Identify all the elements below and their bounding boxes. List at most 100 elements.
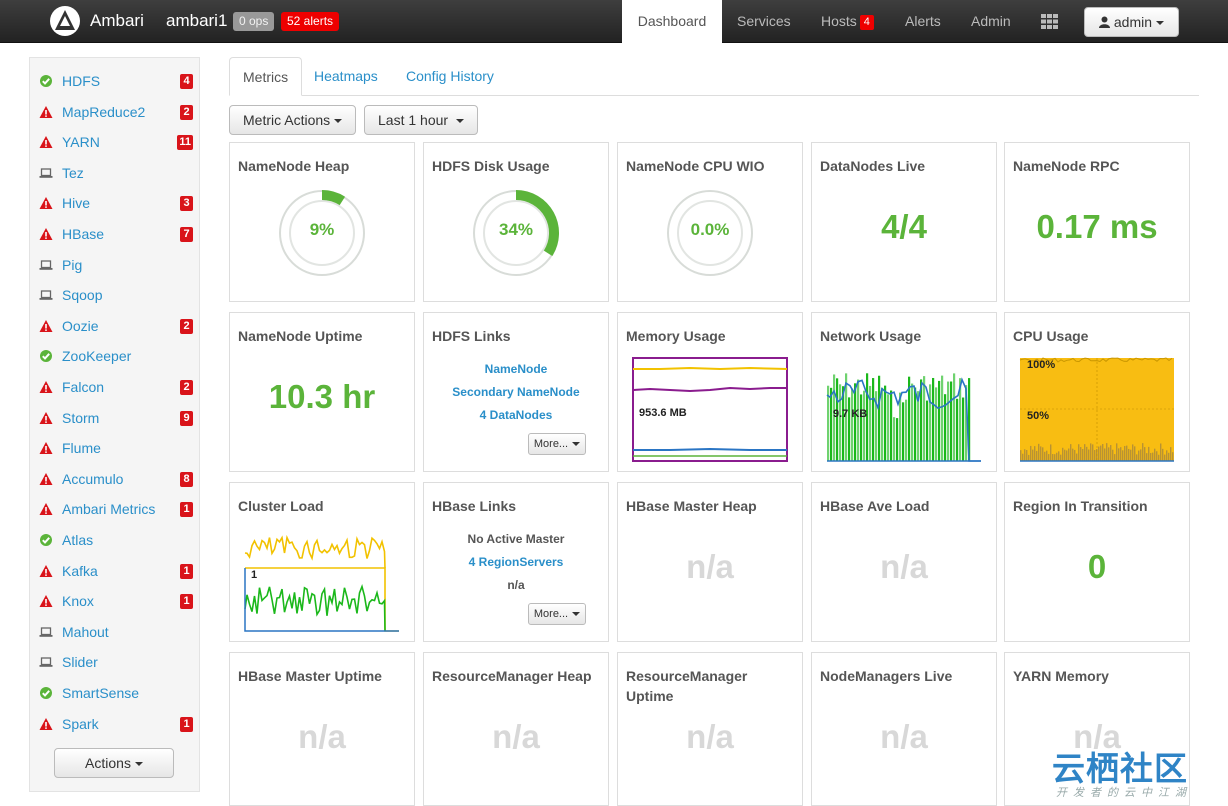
network-bar (965, 385, 968, 461)
sidebar-service-label: Mahout (62, 623, 109, 640)
nav-dashboard-label: Dashboard (637, 13, 707, 29)
time-range-button[interactable]: Last 1 hour (364, 105, 479, 135)
tab-config-history[interactable]: Config History (393, 57, 507, 96)
network-bar (896, 418, 899, 461)
network-bar (836, 378, 839, 461)
memory-used-line (632, 386, 787, 393)
cluster-name[interactable]: ambari1 (166, 11, 228, 30)
ops-badge[interactable]: 0 ops (233, 12, 275, 31)
hdfs-more-button[interactable]: More... (528, 433, 586, 455)
hbase-master-status: No Active Master (467, 532, 565, 546)
cpu-system-bar (1100, 445, 1102, 461)
widget-cpu-usage[interactable]: CPU Usage 100% 50% (1004, 312, 1190, 472)
widget-datanodes-live[interactable]: DataNodes Live 4/4 (811, 142, 997, 302)
sidebar-service-mahout[interactable]: Mahout (30, 617, 199, 647)
metric-actions-button[interactable]: Metric Actions (229, 105, 357, 135)
alerts-badge[interactable]: 52 alerts (281, 12, 340, 31)
tab-heatmaps[interactable]: Heatmaps (301, 57, 391, 96)
sidebar-service-knox[interactable]: Knox 1 (30, 586, 199, 616)
sidebar-service-smartsense[interactable]: SmartSense (30, 678, 199, 708)
widget-hdfs-links[interactable]: HDFS Links NameNode Secondary NameNode 4… (423, 312, 609, 472)
network-bar (899, 392, 902, 461)
tab-metrics[interactable]: Metrics (229, 57, 303, 96)
cpu-system-bar (1078, 444, 1080, 461)
cpu-system-bar (1040, 446, 1042, 461)
nav-alerts[interactable]: Alerts (890, 0, 956, 43)
datanodes-link[interactable]: 4 DataNodes (479, 408, 553, 422)
sidebar-service-falcon[interactable]: Falcon 2 (30, 372, 199, 402)
memory-buffer-line (633, 447, 787, 451)
widget-namenode-rpc[interactable]: NameNode RPC 0.17 ms (1004, 142, 1190, 302)
widget-title: HDFS Links (432, 328, 511, 344)
widget-hdfs-disk-usage[interactable]: HDFS Disk Usage 34% (423, 142, 609, 302)
sidebar-service-mapreduce2[interactable]: MapReduce2 2 (30, 97, 199, 127)
sidebar-service-ambari-metrics[interactable]: Ambari Metrics 1 (30, 494, 199, 524)
nav-services[interactable]: Services (722, 0, 806, 43)
widget-namenode-cpu-wio[interactable]: NameNode CPU WIO 0.0% (617, 142, 803, 302)
laptop-icon (39, 655, 53, 669)
nav-hosts[interactable]: Hosts 4 (806, 0, 889, 43)
chevron-down-icon (572, 612, 581, 617)
widget-hbase-links[interactable]: HBase Links No Active Master 4 RegionSer… (423, 482, 609, 642)
sidebar-service-zookeeper[interactable]: ZooKeeper (30, 341, 199, 371)
brand-name[interactable]: Ambari (90, 11, 144, 30)
tab-metrics-label: Metrics (243, 69, 289, 85)
cpu-system-bar (1144, 447, 1146, 461)
namenode-link[interactable]: NameNode (484, 362, 548, 376)
sidebar-service-hbase[interactable]: HBase 7 (30, 219, 199, 249)
sidebar-service-label: MapReduce2 (62, 103, 146, 120)
sidebar-service-flume[interactable]: Flume (30, 433, 199, 463)
sidebar-service-label: HDFS (62, 73, 101, 89)
widget-namenode-uptime[interactable]: NameNode Uptime 10.3 hr (229, 312, 415, 472)
sidebar-service-atlas[interactable]: Atlas (30, 525, 199, 555)
widget-title: NameNode RPC (1013, 158, 1120, 174)
hbase-ave-load-value: n/a (880, 548, 928, 585)
sidebar-service-sqoop[interactable]: Sqoop (30, 280, 199, 310)
warning-triangle-icon (39, 564, 53, 578)
widget-nodemanagers-live[interactable]: NodeManagers Live n/a (811, 652, 997, 806)
cpu-system-bar (1110, 445, 1112, 461)
sidebar-service-spark[interactable]: Spark 1 (30, 709, 199, 739)
nav-dashboard[interactable]: Dashboard (622, 0, 722, 43)
chevron-down-icon (334, 119, 343, 124)
cpu-system-bar (1122, 450, 1124, 461)
cluster-load-axis (244, 568, 399, 632)
sidebar-service-pig[interactable]: Pig (30, 250, 199, 280)
network-bar (932, 377, 935, 461)
widget-resourcemanager-uptime[interactable]: ResourceManager Uptime n/a (617, 652, 803, 806)
user-menu-button[interactable]: admin (1084, 7, 1179, 37)
widget-cluster-load[interactable]: Cluster Load 1 (229, 482, 415, 642)
sidebar-service-kafka[interactable]: Kafka 1 (30, 556, 199, 586)
widget-hbase-master-heap[interactable]: HBase Master Heap n/a (617, 482, 803, 642)
widget-hbase-ave-load[interactable]: HBase Ave Load n/a (811, 482, 997, 642)
tab-config-history-label: Config History (406, 68, 494, 84)
widget-yarn-memory[interactable]: YARN Memory n/a (1004, 652, 1190, 806)
network-bar (917, 391, 920, 461)
sidebar-service-yarn[interactable]: YARN 11 (30, 127, 199, 157)
secondary-namenode-link[interactable]: Secondary NameNode (452, 385, 580, 399)
cpu-system-bar (1152, 452, 1154, 461)
nav-admin[interactable]: Admin (956, 0, 1026, 43)
check-circle-icon (39, 533, 53, 547)
hbase-more-button[interactable]: More... (528, 603, 586, 625)
sidebar-service-oozie[interactable]: Oozie 2 (30, 311, 199, 341)
widget-memory-usage[interactable]: Memory Usage 953.6 MB (617, 312, 803, 472)
widget-namenode-heap[interactable]: NameNode Heap 9% (229, 142, 415, 302)
sidebar-service-tez[interactable]: Tez (30, 158, 199, 188)
sidebar-service-slider[interactable]: Slider (30, 647, 199, 677)
widget-resourcemanager-heap[interactable]: ResourceManager Heap n/a (423, 652, 609, 806)
sidebar-service-hdfs[interactable]: HDFS 4 (30, 66, 199, 96)
widget-hbase-master-uptime[interactable]: HBase Master Uptime n/a (229, 652, 415, 806)
widget-region-in-transition[interactable]: Region In Transition 0 (1004, 482, 1190, 642)
widget-network-usage[interactable]: Network Usage 9.7 KB (811, 312, 997, 472)
hbase-links-na: n/a (507, 578, 525, 592)
sidebar-service-accumulo[interactable]: Accumulo 8 (30, 464, 199, 494)
cpu-system-bar (1164, 454, 1166, 461)
ambari-logo-icon[interactable] (49, 5, 81, 37)
service-actions-button[interactable]: Actions (54, 748, 174, 778)
grid-icon[interactable] (1041, 14, 1058, 29)
sidebar-service-hive[interactable]: Hive 3 (30, 188, 199, 218)
sidebar-service-storm[interactable]: Storm 9 (30, 403, 199, 433)
regionservers-link[interactable]: 4 RegionServers (468, 555, 564, 569)
network-bar (872, 378, 875, 461)
